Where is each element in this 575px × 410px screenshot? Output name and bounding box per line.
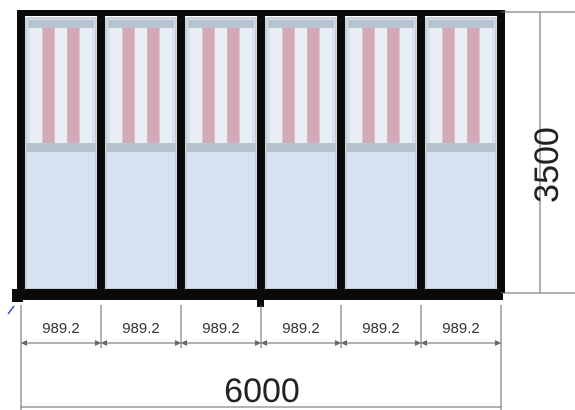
mullion [17, 10, 25, 293]
glass-stripe [110, 28, 123, 143]
top-rail [28, 20, 94, 28]
top-rail [348, 20, 414, 28]
glass-stripe [387, 28, 400, 143]
dimension-arrow [21, 340, 27, 346]
panel-width-label: 989.2 [362, 320, 400, 337]
panel-width-label: 989.2 [42, 320, 80, 337]
top-rail [188, 20, 254, 28]
glass-stripe [479, 28, 492, 143]
glass-stripe [362, 28, 375, 143]
transom-bar [26, 143, 96, 152]
glass-stripe [270, 28, 283, 143]
transom-bar [266, 143, 336, 152]
glass-stripe [467, 28, 480, 143]
dimension-arrow [101, 340, 107, 346]
glass-stripe [134, 28, 148, 143]
glass-stripe [42, 28, 55, 143]
mullion [497, 10, 505, 293]
transom-bar [186, 143, 256, 152]
origin-marker [7, 305, 15, 315]
top-rail [108, 20, 174, 28]
dimension-arrow [181, 340, 187, 346]
panel-width-label: 989.2 [122, 320, 160, 337]
glass-stripe [190, 28, 203, 143]
glass-stripe [399, 28, 412, 143]
mullion [337, 10, 345, 293]
glass-stripe [294, 28, 308, 143]
height-label: 3500 [528, 127, 566, 203]
transom-bar [426, 143, 496, 152]
mullion [177, 10, 185, 293]
glass-stripe [159, 28, 172, 143]
frame-corner-block [12, 289, 23, 302]
glass-stripe [239, 28, 252, 143]
dimension-arrow [421, 340, 427, 346]
glass-stripe [147, 28, 160, 143]
transom-bar [106, 143, 176, 152]
dimension-arrow [261, 340, 267, 346]
glass-stripe [202, 28, 215, 143]
glass-stripe [319, 28, 332, 143]
dimension-arrow [255, 340, 261, 346]
glass-stripe [442, 28, 455, 143]
dimension-arrow [335, 340, 341, 346]
mullion [257, 10, 265, 293]
panel-width-label: 989.2 [282, 320, 320, 337]
glass-stripe [54, 28, 68, 143]
panel-width-label: 989.2 [442, 320, 480, 337]
mullion [417, 10, 425, 293]
glass-panels [25, 17, 497, 290]
dimensions: 989.2 989.2 989.2 989.2 989.2 989.2 [7, 11, 575, 410]
frame-center-post [257, 295, 264, 307]
dimension-arrow [95, 340, 101, 346]
total-width-label: 6000 [224, 372, 300, 410]
glass-stripe [227, 28, 240, 143]
dimension-arrow [415, 340, 421, 346]
dimension-arrow [175, 340, 181, 346]
glass-stripe [214, 28, 228, 143]
glass-stripe [350, 28, 363, 143]
dimension-arrow [495, 340, 501, 346]
glass-stripe [79, 28, 92, 143]
glass-stripe [30, 28, 43, 143]
mullion [97, 10, 105, 293]
glass-stripe [282, 28, 295, 143]
glass-stripe [122, 28, 135, 143]
glass-stripe [307, 28, 320, 143]
glass-stripe [454, 28, 468, 143]
panel-width-label: 989.2 [202, 320, 240, 337]
glass-stripe [374, 28, 388, 143]
glass-stripe [430, 28, 443, 143]
top-rail [428, 20, 494, 28]
frame-bottom-sill [13, 289, 503, 300]
frame [12, 10, 505, 307]
dimension-arrow [341, 340, 347, 346]
top-rail [268, 20, 334, 28]
transom-bar [346, 143, 416, 152]
glass-stripe [67, 28, 80, 143]
